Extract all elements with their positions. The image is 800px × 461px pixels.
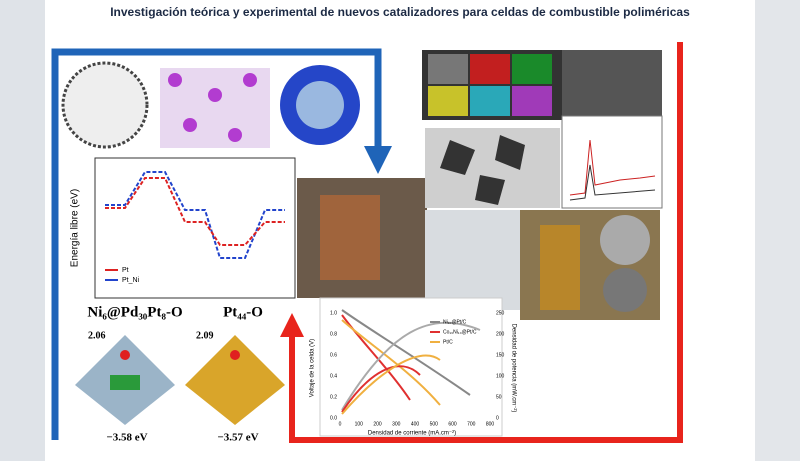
cluster-formula: Ni₆@Pd₃₀Pt₈-O	[87, 304, 182, 320]
blur-right	[755, 0, 800, 461]
legend: Pt	[122, 267, 129, 274]
photos	[297, 50, 663, 320]
xlabel: Densidad de corriente (mA.cm⁻²)	[368, 431, 456, 437]
y-tick-label: 0.2	[330, 394, 337, 400]
legend: Pt_Ni	[122, 277, 140, 284]
y2-tick-label: 200	[496, 331, 505, 337]
x-tick-label: 600	[448, 421, 457, 427]
blur-left	[0, 0, 45, 461]
x-tick-label: 700	[467, 421, 476, 427]
y-tick-label: 0.8	[330, 331, 337, 337]
x-tick-label: 0	[339, 421, 342, 427]
energy-panel: Energía libre (eV) Pt Pt_Ni	[70, 157, 296, 299]
y2-tick-label: 150	[496, 352, 505, 358]
title: Investigación teórica y experimental de …	[110, 5, 690, 19]
ylabel: Voltaje de la celda (V)	[310, 339, 316, 397]
energy: −3.58 eV	[106, 432, 147, 444]
blue-arrow	[51, 48, 392, 440]
legend-label: Pt/C	[443, 339, 453, 345]
bond-length: 2.06	[88, 330, 106, 341]
x-tick-label: 200	[373, 421, 382, 427]
y2-tick-label: 250	[496, 310, 505, 316]
energy: −3.57 eV	[217, 432, 258, 444]
y2-tick-label: 50	[496, 394, 502, 400]
x-tick-label: 300	[392, 421, 401, 427]
legend-label: Co₁₀Ni₁₀@Pt/C	[443, 329, 477, 335]
x-tick-label: 400	[411, 421, 420, 427]
cluster-formula: Pt₄₄-O	[223, 304, 263, 320]
y-tick-label: 1.0	[330, 310, 337, 316]
red-arrow	[280, 42, 683, 443]
x-tick-label: 100	[355, 421, 364, 427]
y-tick-label: 0.6	[330, 352, 337, 358]
y-tick-label: 0.0	[330, 415, 337, 421]
x-tick-label: 500	[430, 421, 439, 427]
y2-tick-label: 0	[496, 415, 499, 421]
bond-length: 2.09	[196, 330, 214, 341]
y-tick-label: 0.4	[330, 373, 337, 379]
y2label: Densidad de potencia (mW.cm⁻²)	[510, 324, 516, 413]
structures	[61, 61, 360, 149]
ylabel: Energía libre (eV)	[70, 189, 81, 267]
y2-tick-label: 100	[496, 373, 505, 379]
cell-panel: Voltaje de la celda (V) Densidad de pote…	[310, 297, 516, 437]
legend-label: Ni₁₀@Pt/C	[443, 319, 467, 325]
x-tick-label: 800	[486, 421, 495, 427]
clusters: Ni₆@Pd₃₀Pt₈-O Pt₄₄-O 2.06 2.09 −3.58 eV …	[75, 304, 285, 444]
